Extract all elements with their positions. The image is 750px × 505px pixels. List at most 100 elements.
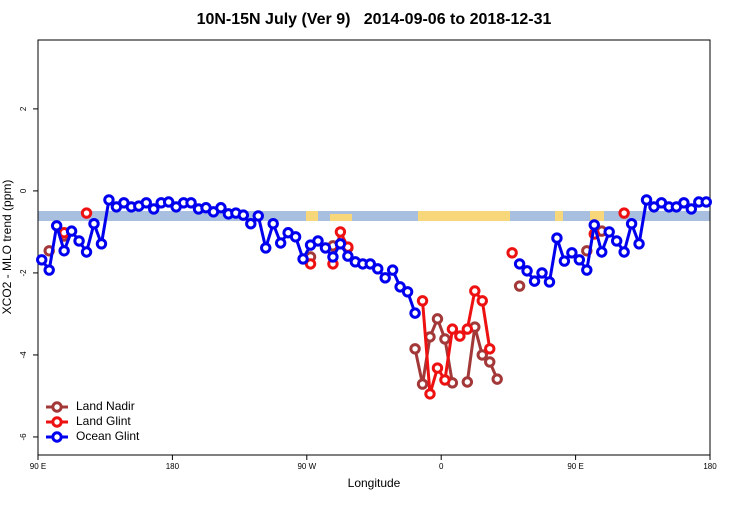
data-point xyxy=(618,246,630,258)
data-point xyxy=(454,330,466,342)
data-point xyxy=(521,265,533,277)
legend-marker xyxy=(51,431,63,443)
data-point xyxy=(148,203,160,215)
data-point xyxy=(409,343,421,355)
x-tick-label: 180 xyxy=(166,462,180,471)
data-point xyxy=(43,264,55,276)
data-point xyxy=(372,263,384,275)
data-point xyxy=(551,232,563,244)
data-point xyxy=(409,307,421,319)
data-point xyxy=(446,323,459,335)
data-point xyxy=(334,226,347,238)
data-point xyxy=(364,258,376,270)
data-point xyxy=(237,209,250,221)
chart-title: 10N-15N July (Ver 9) 2014-09-06 to 2018-… xyxy=(197,11,552,28)
data-point xyxy=(618,207,630,219)
data-point xyxy=(685,203,698,215)
data-point xyxy=(633,238,645,250)
data-point xyxy=(439,374,451,386)
data-point xyxy=(640,194,653,206)
x-tick-label: 90 E xyxy=(30,462,46,471)
data-point xyxy=(140,197,152,209)
data-point xyxy=(484,356,496,368)
data-point xyxy=(573,254,586,266)
land-patch xyxy=(306,211,318,221)
data-point xyxy=(588,219,600,231)
land-patch xyxy=(330,214,352,221)
data-point xyxy=(513,258,526,270)
data-point xyxy=(319,242,332,254)
data-point xyxy=(700,196,712,208)
data-point xyxy=(267,218,279,230)
x-tick-label: 180 xyxy=(703,462,717,471)
data-point xyxy=(401,286,414,298)
data-point xyxy=(476,295,488,307)
legend-label: Land Glint xyxy=(76,414,131,428)
data-point xyxy=(245,218,257,230)
data-point xyxy=(274,237,287,249)
legend-marker xyxy=(51,416,63,428)
data-point xyxy=(416,295,429,307)
data-point xyxy=(185,197,197,209)
land-patch xyxy=(418,211,510,221)
x-axis-label: Longitude xyxy=(348,476,401,490)
data-point xyxy=(58,245,70,257)
data-point xyxy=(581,264,593,276)
data-point xyxy=(469,285,481,297)
data-point xyxy=(506,247,518,259)
data-point xyxy=(260,242,272,254)
data-point xyxy=(80,246,93,258)
data-point xyxy=(625,218,638,230)
data-point xyxy=(461,323,474,335)
y-tick-label: -2 xyxy=(19,269,28,277)
legend-label: Ocean Glint xyxy=(76,429,140,443)
data-point xyxy=(461,376,474,388)
data-point xyxy=(491,373,503,385)
data-point xyxy=(394,281,406,293)
data-point xyxy=(439,333,451,345)
y-tick-label: -4 xyxy=(19,351,28,359)
data-point xyxy=(610,235,623,247)
land-patch xyxy=(590,211,604,221)
series xyxy=(36,194,712,319)
data-point xyxy=(431,362,444,374)
x-tick-label: 90 E xyxy=(567,462,583,471)
legend-label: Land Nadir xyxy=(76,399,135,413)
land-mask xyxy=(38,211,710,221)
data-point xyxy=(88,218,100,230)
x-tick-label: 90 W xyxy=(297,462,316,471)
data-point xyxy=(312,235,324,247)
data-point xyxy=(289,231,302,243)
data-point xyxy=(536,267,548,279)
y-axis-label: XCO2 - MLO trend (ppm) xyxy=(0,180,14,315)
data-point xyxy=(297,253,309,265)
data-point xyxy=(596,246,608,258)
data-point xyxy=(342,250,354,262)
legend-marker xyxy=(51,401,63,413)
mask-band xyxy=(38,211,710,221)
land-patch xyxy=(555,211,563,221)
y-tick-label: -6 xyxy=(19,433,28,441)
data-point xyxy=(215,202,227,214)
data-point xyxy=(566,247,578,259)
data-point xyxy=(424,388,436,400)
data-point xyxy=(379,272,391,284)
data-point xyxy=(484,343,496,355)
data-point xyxy=(431,313,444,325)
data-point xyxy=(386,264,399,276)
data-point xyxy=(36,254,48,266)
data-point xyxy=(558,255,571,267)
data-point xyxy=(416,378,429,390)
data-point xyxy=(603,226,615,238)
data-point xyxy=(162,196,175,208)
data-point xyxy=(678,197,690,209)
data-point xyxy=(528,275,541,287)
data-point xyxy=(252,210,264,222)
x-tick-label: 0 xyxy=(439,462,444,471)
y-tick-label: 0 xyxy=(19,188,28,193)
data-point xyxy=(95,238,108,250)
data-point xyxy=(304,258,317,270)
data-point xyxy=(65,225,78,237)
